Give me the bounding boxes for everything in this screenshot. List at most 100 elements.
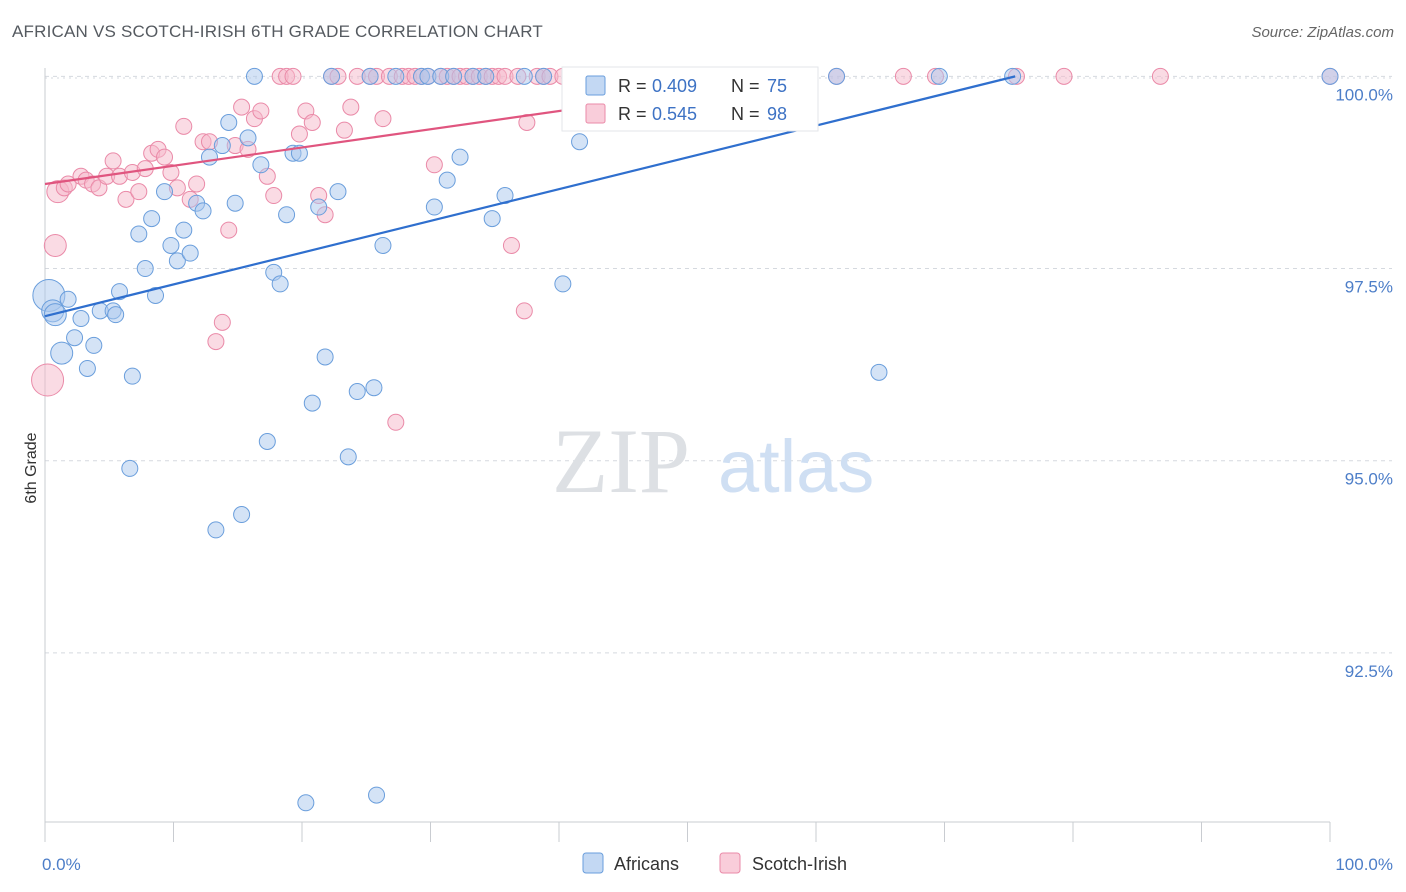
africans-point: [930, 67, 948, 85]
africans-point: [220, 113, 238, 131]
africans-point: [130, 225, 148, 243]
africans-point: [323, 67, 341, 85]
scotch-irish-point: [284, 67, 302, 85]
africans-point: [297, 794, 315, 812]
africans-point: [348, 383, 366, 401]
legend-swatch-africans: [585, 75, 606, 96]
legend-r-value-scotch-irish: 0.545: [652, 104, 697, 124]
axes: [44, 68, 1331, 842]
legend-swatch-scotch-irish: [585, 103, 606, 124]
africans-point: [72, 310, 90, 328]
legend-n-label: N =: [731, 104, 760, 124]
africans-point: [245, 67, 263, 85]
legend-n-label: N =: [731, 76, 760, 96]
legend-bottom-label-africans: Africans: [614, 854, 679, 874]
africans-point: [136, 260, 154, 278]
africans-point: [213, 137, 231, 155]
scotch-irish-point: [104, 152, 122, 170]
scotch-irish-point: [335, 121, 353, 139]
africans-point: [143, 210, 161, 228]
africans-point: [387, 67, 405, 85]
africans-point: [207, 521, 225, 539]
africans-point: [252, 156, 270, 174]
scotch-irish-point: [342, 98, 360, 116]
legend-r-value-africans: 0.409: [652, 76, 697, 96]
scotch-irish-point: [502, 236, 520, 254]
scotch-irish-point: [290, 125, 308, 143]
africans-point: [554, 275, 572, 293]
y-tick-label: 100.0%: [1335, 85, 1393, 104]
legend-r-label: R =: [618, 76, 647, 96]
legend-n-value-scotch-irish: 98: [767, 104, 787, 124]
africans-point: [59, 290, 77, 308]
legend-stats: R = 0.409 N = 75 R = 0.545 N = 98: [561, 66, 819, 132]
africans-point: [329, 183, 347, 201]
scotch-irish-point: [515, 302, 533, 320]
africans-point: [50, 341, 74, 365]
africans-point: [162, 236, 180, 254]
africans-point: [438, 171, 456, 189]
scotch-irish-point: [162, 163, 180, 181]
scotch-irish-point: [265, 187, 283, 205]
scotch-irish-point: [894, 67, 912, 85]
scotch-irish-point: [156, 148, 174, 166]
africans-point: [66, 329, 84, 347]
africans-point: [181, 244, 199, 262]
africans-point: [78, 359, 96, 377]
scotch-irish-point: [213, 313, 231, 331]
africans-point: [121, 459, 139, 477]
africans-point: [168, 252, 186, 270]
africans-point: [571, 133, 589, 151]
africans-point: [477, 67, 495, 85]
africans-point: [175, 221, 193, 239]
scotch-irish-point: [220, 221, 238, 239]
y-tick-label: 92.5%: [1345, 662, 1393, 681]
y-tick-label: 97.5%: [1345, 278, 1393, 297]
x-tick-label-start: 0.0%: [42, 855, 81, 874]
watermark-atlas: atlas: [718, 425, 874, 508]
y-tick-label: 95.0%: [1345, 470, 1393, 489]
africans-point: [156, 183, 174, 201]
africans-point: [425, 198, 443, 216]
grid-lines: [45, 75, 1392, 654]
watermark-zip: ZIP: [552, 410, 690, 512]
legend-n-value-africans: 75: [767, 76, 787, 96]
africans-point: [368, 786, 386, 804]
source-credit: Source: ZipAtlas.com: [1251, 24, 1394, 41]
africans-point: [339, 448, 357, 466]
scotch-irish-point: [374, 110, 392, 128]
africans-point: [107, 306, 125, 324]
africans-point: [310, 198, 328, 216]
scotch-irish-point: [1151, 67, 1169, 85]
africans-point: [239, 129, 257, 147]
africans-point: [226, 194, 244, 212]
chart-title: AFRICAN VS SCOTCH-IRISH 6TH GRADE CORREL…: [12, 22, 543, 41]
scotch-irish-point: [130, 183, 148, 201]
africans-point: [303, 394, 321, 412]
legend-bottom-label-scotch-irish: Scotch-Irish: [752, 854, 847, 874]
legend-r-label: R =: [618, 104, 647, 124]
africans-point: [374, 236, 392, 254]
africans-point: [316, 348, 334, 366]
africans-point: [535, 67, 553, 85]
africans-point: [147, 286, 165, 304]
scotch-irish-point: [188, 175, 206, 193]
africans-point: [200, 148, 218, 166]
africans-point: [483, 210, 501, 228]
scotch-irish-point: [252, 102, 270, 120]
y-tick-labels: 92.5% 95.0% 97.5% 100.0%: [1335, 85, 1393, 681]
africans-point: [271, 275, 289, 293]
legend-bottom-swatch-scotch-irish: [719, 852, 741, 874]
africans-point: [515, 67, 533, 85]
legend-bottom-swatch-africans: [582, 852, 604, 874]
scotch-irish-point: [1055, 67, 1073, 85]
africans-point: [111, 283, 129, 301]
trend-line-africans: [44, 75, 1016, 318]
africans-point: [85, 336, 103, 354]
scotch-irish-point: [117, 190, 135, 208]
africans-point: [365, 379, 383, 397]
scotch-irish-point: [207, 333, 225, 351]
africans-point: [445, 67, 463, 85]
africans-point: [451, 148, 469, 166]
